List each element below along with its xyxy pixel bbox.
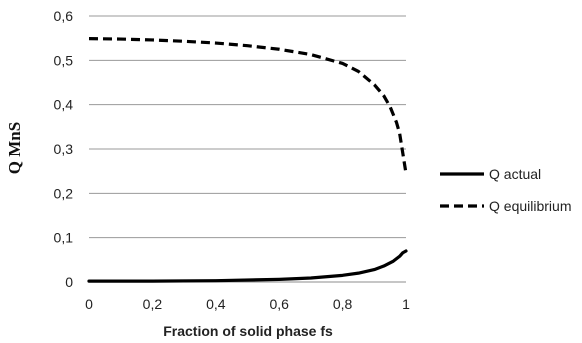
- y-tick-label: 0,3: [54, 141, 74, 157]
- y-tick-label: 0,2: [54, 185, 74, 201]
- y-tick-label: 0,4: [54, 97, 74, 113]
- legend: Q actual Q equilibrium: [440, 166, 571, 214]
- gridlines: [89, 15, 406, 283]
- legend-label: Q actual: [489, 166, 541, 182]
- x-tick-label: 0,8: [333, 296, 353, 312]
- series-line-q-equilibrium: [88, 37, 408, 174]
- y-tick-label: 0,5: [54, 52, 74, 68]
- y-tick-label: 0,1: [54, 230, 74, 246]
- x-tick-label: 0: [85, 296, 93, 312]
- y-axis-title: Q MnS: [5, 122, 24, 174]
- legend-label: Q equilibrium: [489, 198, 571, 214]
- y-tick-label: 0: [65, 274, 73, 290]
- x-axis-title: Fraction of solid phase fs: [163, 323, 333, 339]
- x-tick-label: 0,2: [143, 296, 163, 312]
- series-lines: [87, 37, 408, 283]
- x-tick-label: 0,4: [206, 296, 226, 312]
- x-tick-label: 0,6: [269, 296, 289, 312]
- series-line-q-actual: [87, 249, 408, 283]
- x-axis: 0 0,2 0,4 0,6 0,8 1: [85, 296, 410, 312]
- y-axis: 0 0,1 0,2 0,3 0,4 0,5 0,6: [54, 8, 74, 290]
- y-tick-label: 0,6: [54, 8, 74, 24]
- x-tick-label: 1: [402, 296, 410, 312]
